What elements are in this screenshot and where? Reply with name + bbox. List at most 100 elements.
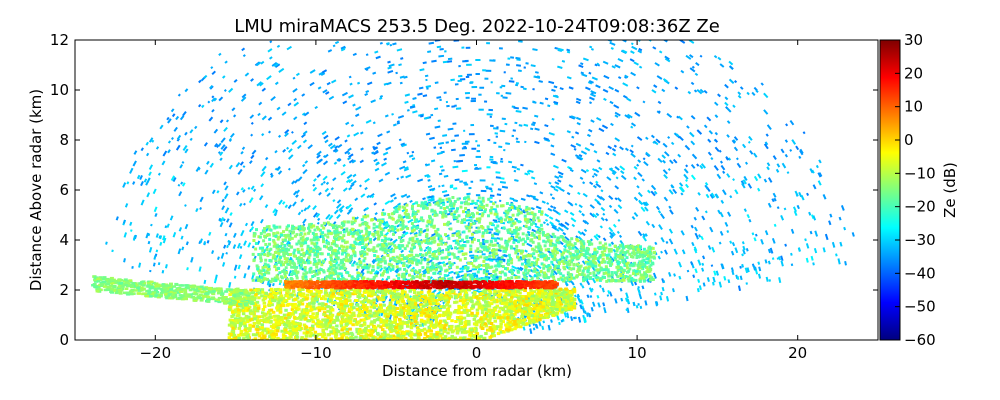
noise-speckle xyxy=(210,66,214,70)
cloud-cell xyxy=(401,222,405,226)
noise-speckle xyxy=(172,177,177,183)
noise-speckle xyxy=(325,238,329,242)
noise-speckle xyxy=(372,237,377,242)
noise-speckle xyxy=(514,121,518,125)
cloud-cell xyxy=(372,226,376,230)
cloud-cell xyxy=(640,273,644,277)
cloud-cell xyxy=(526,236,530,240)
noise-speckle xyxy=(630,144,634,148)
cloud-cell xyxy=(409,247,413,251)
noise-speckle xyxy=(489,200,493,203)
noise-speckle xyxy=(378,178,384,183)
cloud-cell xyxy=(586,262,590,266)
noise-speckle xyxy=(270,174,274,178)
cloud-cell xyxy=(555,251,559,255)
noise-speckle xyxy=(399,75,405,79)
cloud-cell xyxy=(609,249,613,253)
noise-speckle xyxy=(600,189,604,193)
cloud-cell xyxy=(272,279,276,283)
noise-speckle xyxy=(547,207,553,212)
noise-speckle xyxy=(552,270,558,276)
cloud-cell xyxy=(460,221,464,224)
noise-speckle xyxy=(629,58,635,63)
noise-speckle xyxy=(647,189,651,194)
noise-speckle xyxy=(539,101,544,105)
cloud-cell xyxy=(476,256,480,260)
cloud-cell xyxy=(351,216,355,220)
noise-speckle xyxy=(322,175,328,181)
cloud-cell xyxy=(328,276,332,280)
noise-speckle xyxy=(680,192,684,196)
cloud-cell xyxy=(428,248,431,252)
noise-speckle xyxy=(453,187,458,190)
cloud-cell xyxy=(603,276,606,279)
noise-speckle xyxy=(423,248,427,253)
noise-speckle xyxy=(398,63,402,67)
cloud-cell xyxy=(336,256,340,260)
cloud-cell xyxy=(464,252,468,256)
cloud-cell xyxy=(453,210,457,214)
cloud-cell xyxy=(511,222,515,226)
noise-speckle xyxy=(576,122,581,126)
noise-speckle xyxy=(729,195,733,199)
cloud-cell xyxy=(604,268,608,272)
noise-speckle xyxy=(274,167,278,171)
noise-speckle xyxy=(450,247,454,250)
cloud-cell xyxy=(588,260,592,264)
noise-speckle xyxy=(533,274,537,278)
cloud-cell xyxy=(420,278,424,282)
cloud-cell xyxy=(293,265,296,269)
precip-cell xyxy=(305,293,310,297)
cloud-cell xyxy=(443,207,447,210)
noise-speckle xyxy=(206,239,210,244)
noise-speckle xyxy=(375,55,381,60)
cloud-cell xyxy=(533,235,537,239)
cloud-cell xyxy=(556,238,560,242)
cloud-cell xyxy=(359,273,363,277)
cloud-cell xyxy=(431,267,435,271)
cloud-cell xyxy=(524,208,528,212)
cloud-cell xyxy=(550,260,554,264)
noise-speckle xyxy=(597,302,601,308)
cloud-cell xyxy=(481,212,485,216)
cloud-cell xyxy=(481,234,485,238)
noise-speckle xyxy=(233,275,237,279)
noise-speckle xyxy=(312,205,317,211)
noise-speckle xyxy=(753,237,757,242)
noise-speckle xyxy=(365,53,369,56)
noise-speckle xyxy=(228,164,233,170)
cloud-cell xyxy=(436,227,440,231)
cloud-cell xyxy=(511,213,515,217)
cloud-cell xyxy=(640,275,644,279)
noise-speckle xyxy=(594,168,600,173)
noise-speckle xyxy=(380,254,384,258)
noise-speckle xyxy=(394,267,400,273)
noise-speckle xyxy=(598,166,603,171)
noise-speckle xyxy=(619,287,623,292)
cloud-cell xyxy=(301,238,305,242)
noise-speckle xyxy=(663,173,668,179)
noise-speckle xyxy=(270,96,276,102)
cloud-cell xyxy=(332,271,336,274)
cloud-cell xyxy=(469,244,473,248)
precip-cell xyxy=(243,324,247,328)
noise-speckle xyxy=(514,179,519,182)
noise-speckle xyxy=(685,183,690,189)
cloud-cell xyxy=(512,228,516,232)
noise-speckle xyxy=(266,75,272,81)
noise-speckle xyxy=(471,86,478,89)
cloud-cell xyxy=(510,203,514,207)
noise-speckle xyxy=(817,180,822,186)
cloud-cell xyxy=(537,242,541,246)
cloud-cell xyxy=(457,232,461,236)
cloud-cell xyxy=(312,236,316,240)
cloud-cell xyxy=(565,261,568,264)
noise-speckle xyxy=(558,174,562,179)
cloud-cell xyxy=(413,212,417,216)
noise-speckle xyxy=(393,196,398,200)
cloud-cell xyxy=(608,260,612,264)
cloud-cell xyxy=(361,265,365,269)
noise-speckle xyxy=(403,167,409,172)
precip-cell xyxy=(484,324,488,328)
cloud-cell xyxy=(586,251,590,255)
